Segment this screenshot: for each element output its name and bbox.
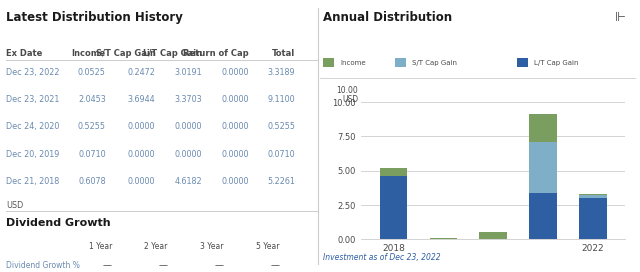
Text: 0.0000: 0.0000	[175, 122, 202, 131]
Text: L/T Cap Gain: L/T Cap Gain	[534, 60, 579, 66]
Text: Dec 23, 2021: Dec 23, 2021	[6, 95, 60, 104]
Text: S/T Cap Gain: S/T Cap Gain	[412, 60, 457, 66]
Text: Latest Distribution History: Latest Distribution History	[6, 11, 183, 24]
Text: 0.0710: 0.0710	[268, 150, 295, 159]
Text: Ex Date: Ex Date	[6, 49, 43, 58]
Text: 2 Year: 2 Year	[145, 242, 168, 251]
Text: 10.00: 10.00	[337, 86, 358, 95]
Text: 0.2472: 0.2472	[127, 68, 156, 77]
Text: Dec 20, 2019: Dec 20, 2019	[6, 150, 60, 159]
Text: 5.2261: 5.2261	[267, 177, 295, 186]
Text: Income: Income	[340, 60, 366, 66]
Text: 0.0000: 0.0000	[221, 150, 248, 159]
Bar	[529, 114, 557, 142]
FancyBboxPatch shape	[517, 58, 528, 67]
Text: 0.0000: 0.0000	[221, 177, 248, 186]
Text: Income: Income	[72, 49, 106, 58]
Text: 3.0191: 3.0191	[174, 68, 202, 77]
Text: Dividend Growth %: Dividend Growth %	[6, 261, 80, 270]
Text: 2.0453: 2.0453	[78, 95, 106, 104]
Text: 0.5255: 0.5255	[267, 122, 295, 131]
Text: S/T Cap Gain: S/T Cap Gain	[95, 49, 156, 58]
Bar	[579, 194, 607, 198]
Text: 0.0710: 0.0710	[78, 150, 106, 159]
Text: 0.0000: 0.0000	[128, 150, 156, 159]
Bar	[529, 142, 557, 193]
Text: 0.0000: 0.0000	[221, 122, 248, 131]
Text: USD: USD	[342, 95, 358, 104]
Text: Dividend Growth: Dividend Growth	[6, 218, 111, 228]
Text: —: —	[214, 261, 224, 270]
Text: 5 Year: 5 Year	[256, 242, 280, 251]
Text: 9.1100: 9.1100	[268, 95, 295, 104]
Text: ⊩: ⊩	[614, 11, 625, 24]
Bar	[429, 238, 457, 239]
Bar	[380, 168, 407, 176]
Bar	[479, 232, 507, 239]
Text: 3 Year: 3 Year	[200, 242, 224, 251]
Text: Dec 24, 2020: Dec 24, 2020	[6, 122, 60, 131]
Bar	[529, 193, 557, 239]
Text: —: —	[159, 261, 168, 270]
Text: 0.0000: 0.0000	[128, 122, 156, 131]
Text: 3.3189: 3.3189	[268, 68, 295, 77]
FancyBboxPatch shape	[395, 58, 406, 67]
Text: —: —	[271, 261, 280, 270]
Text: 4.6182: 4.6182	[174, 177, 202, 186]
Text: 3.6944: 3.6944	[128, 95, 156, 104]
Text: 0.6078: 0.6078	[78, 177, 106, 186]
Text: 0.0000: 0.0000	[221, 68, 248, 77]
Text: Dec 21, 2018: Dec 21, 2018	[6, 177, 60, 186]
Bar	[380, 176, 407, 239]
Text: Annual Distribution: Annual Distribution	[323, 11, 452, 24]
Text: Investment as of Dec 23, 2022: Investment as of Dec 23, 2022	[323, 253, 441, 262]
Text: 1 Year: 1 Year	[88, 242, 112, 251]
Text: 0.0000: 0.0000	[175, 150, 202, 159]
FancyBboxPatch shape	[323, 58, 334, 67]
Text: —: —	[103, 261, 112, 270]
Text: 0.0000: 0.0000	[128, 177, 156, 186]
Text: 3.3703: 3.3703	[174, 95, 202, 104]
Text: Total: Total	[272, 49, 295, 58]
Text: 0.0525: 0.0525	[78, 68, 106, 77]
Text: USD: USD	[6, 201, 24, 210]
Bar	[579, 198, 607, 239]
Text: Dec 23, 2022: Dec 23, 2022	[6, 68, 60, 77]
Text: L/T Cap Gain: L/T Cap Gain	[143, 49, 202, 58]
Text: Return of Cap: Return of Cap	[183, 49, 248, 58]
Text: 0.0000: 0.0000	[221, 95, 248, 104]
Text: 0.5255: 0.5255	[77, 122, 106, 131]
